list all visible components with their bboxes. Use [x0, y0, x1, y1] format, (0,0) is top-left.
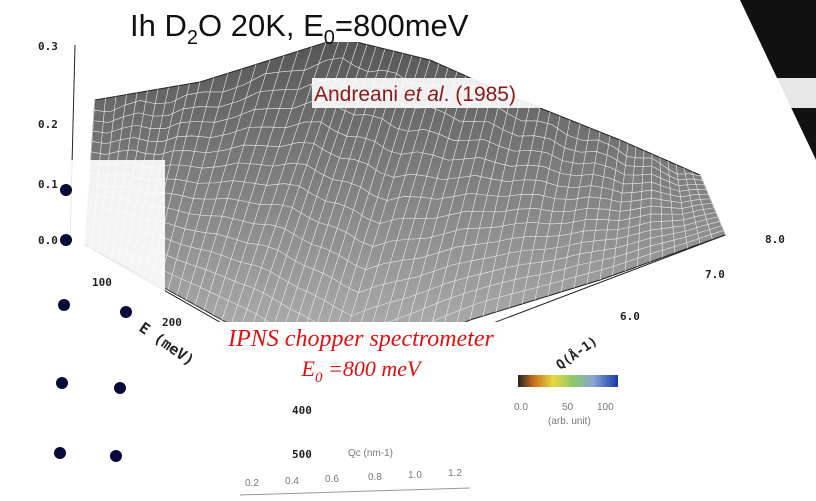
qc-tick: 0.4: [285, 476, 299, 487]
dot: [110, 450, 122, 462]
energy-tick: 200: [162, 316, 182, 329]
dot: [60, 184, 72, 196]
qc-tick: 0.2: [245, 478, 259, 489]
title-part: O 20K, E: [198, 8, 324, 43]
z-tick: 0.1: [38, 178, 58, 191]
annotation-part: E: [301, 356, 316, 381]
qc-tick: 1.0: [408, 470, 422, 481]
z-tick: 0.3: [38, 40, 58, 53]
q-tick: 8.0: [765, 233, 785, 246]
qc-label: Qc (nm-1): [348, 448, 393, 459]
q-tick: 7.0: [705, 268, 725, 281]
qc-tick: 1.2: [448, 468, 462, 479]
qc-tick: 0.6: [325, 474, 339, 485]
title-sub: 0: [324, 27, 335, 49]
energy-tick: 100: [92, 276, 112, 289]
dot: [54, 447, 66, 459]
annotation-part: =800 meV: [323, 356, 423, 381]
qc-axis: [240, 488, 470, 495]
colorbar-tick: 100: [597, 402, 614, 413]
title-sub: 2: [187, 27, 198, 49]
z-tick: 0.2: [38, 118, 58, 131]
energy-tick: 500: [292, 448, 312, 461]
q-tick: 6.0: [620, 310, 640, 323]
title-part: =800meV: [335, 8, 469, 43]
colorbar: [518, 375, 618, 387]
dot: [56, 377, 68, 389]
dot: [120, 306, 132, 318]
qc-tick: 0.8: [368, 472, 382, 483]
dot: [58, 299, 70, 311]
page: 0.3 0.2 0.1 0.0 100 200 300 400 500 8.0 …: [0, 0, 816, 501]
title: Ih D2O 20K, E0=800meV: [130, 8, 469, 49]
slide: 0.3 0.2 0.1 0.0 100 200 300 400 500 8.0 …: [0, 0, 816, 501]
citation-etal: et al: [404, 83, 445, 106]
annotation-line1: IPNS chopper spectrometer: [227, 326, 494, 352]
citation-rest: . (1985): [444, 83, 516, 106]
citation: Andreani et al. (1985): [314, 83, 516, 106]
colorbar-tick: 0.0: [514, 402, 528, 413]
citation-authors: Andreani: [314, 83, 404, 106]
q-label: Q(Å-1): [553, 333, 601, 373]
dot: [114, 382, 126, 394]
colorbar-unit: (arb. unit): [548, 416, 591, 427]
dot: [60, 234, 72, 246]
energy-tick: 400: [292, 404, 312, 417]
colorbar-tick: 50: [562, 402, 574, 413]
title-part: Ih D: [130, 8, 187, 43]
z-tick: 0.0: [38, 234, 58, 247]
